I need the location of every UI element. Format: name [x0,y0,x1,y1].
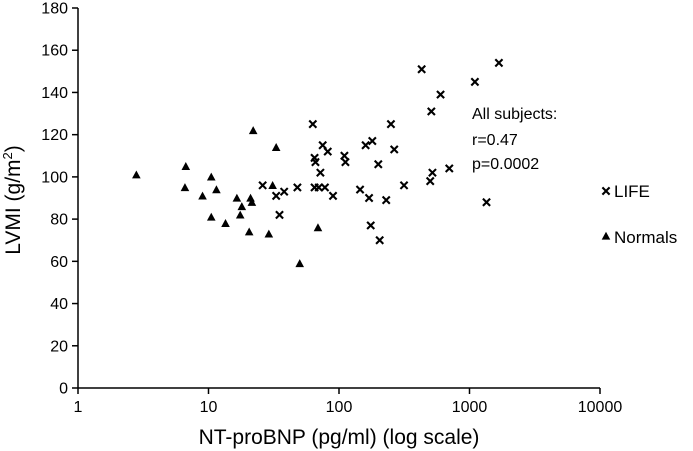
x-tick-label: 1 [74,399,83,416]
legend-life-label: LIFE [614,182,650,201]
life-data-point [426,107,436,116]
life-data-point [293,183,302,192]
life-data-point [320,183,330,192]
life-data-point [271,191,281,201]
normals-data-point [244,227,254,236]
life-data-point [361,140,370,150]
normals-data-point [181,162,191,170]
y-tick-label: 40 [50,296,68,313]
y-tick-label: 120 [41,127,68,144]
life-data-point [417,64,427,74]
normals-data-point [198,191,207,200]
x-tick-label: 10000 [578,399,623,416]
y-tick-label: 0 [59,381,68,398]
life-data-point [279,187,289,197]
life-data-point [328,191,338,201]
life-data-point [428,168,437,178]
y-axis-title-main: LVMI (g/m [2,159,25,254]
x-axis-ticks: 1 10 100 1000 10000 [74,388,623,416]
life-data-point [494,58,504,68]
life-data-point [258,180,267,190]
life-data-point [444,164,454,173]
y-axis-ticks: 0 20 40 60 80 100 120 140 160 180 [41,1,78,398]
legend: LIFE Normals [601,182,677,247]
x-tick-label: 1000 [452,399,488,416]
life-data-point [482,197,491,207]
normals-data-point [212,185,221,194]
normals-data-point [221,219,230,227]
normals-data-point [295,259,305,268]
y-axis-title-superscript: 2 [0,152,15,159]
normals-data-point [248,126,258,135]
x-tick-label: 100 [326,399,353,416]
life-data-point [373,159,383,169]
axes [77,8,600,389]
legend-normals-label: Normals [614,228,677,247]
y-tick-label: 180 [41,1,68,18]
normals-data-point [271,143,281,151]
normals-data-point [264,229,274,238]
normals-data-point [313,223,323,232]
life-data-point [366,221,376,230]
life-data-point [389,145,399,154]
annotation-line-1: All subjects: [472,106,557,123]
normals-data-point [232,193,242,202]
annotation-line-3: p=0.0002 [472,156,539,173]
y-tick-label: 100 [41,169,68,186]
legend-x-marker [601,186,611,196]
life-data-point [425,176,435,186]
annotation: All subjects: r=0.47 p=0.0002 [472,106,557,173]
legend-triangle-marker [601,231,611,240]
life-data-point [311,157,320,167]
life-data-point [470,77,480,87]
y-tick-label: 60 [50,254,68,271]
life-data-point [436,90,445,99]
life-data-point [340,151,349,161]
y-axis-title: LVMI (g/m2) [0,145,25,255]
life-data-point [399,180,409,190]
life-data-point [375,235,385,245]
x-tick-label: 10 [200,399,218,416]
y-tick-label: 140 [41,85,68,102]
life-data-point [316,168,325,178]
normals-data-point [180,183,190,192]
normals-data-point [268,181,277,189]
y-tick-label: 160 [41,43,68,60]
legend-normals-marker [601,231,611,240]
x-axis-title: NT-proBNP (pg/ml) (log scale) [199,426,480,449]
life-data-point [386,119,396,129]
annotation-line-2: r=0.47 [472,132,518,149]
y-axis-title-tail: ) [2,145,25,152]
normals-data-point [206,172,216,181]
legend-life-marker [601,186,611,196]
life-data-point [381,195,391,205]
y-tick-label: 20 [50,338,68,355]
life-data-point [367,136,377,146]
normals-data-point [247,197,257,206]
normals-data-point [235,210,245,219]
y-tick-label: 80 [50,212,68,229]
life-data-point [275,210,284,220]
normals-data-point [206,212,216,221]
life-data-point [323,147,333,156]
normals-data-point [237,202,247,211]
life-data-point [341,157,350,167]
life-data-point [364,193,374,203]
data-points [132,58,504,268]
life-data-point [355,185,365,194]
normals-data-point [132,170,141,179]
life-data-point [308,119,318,129]
